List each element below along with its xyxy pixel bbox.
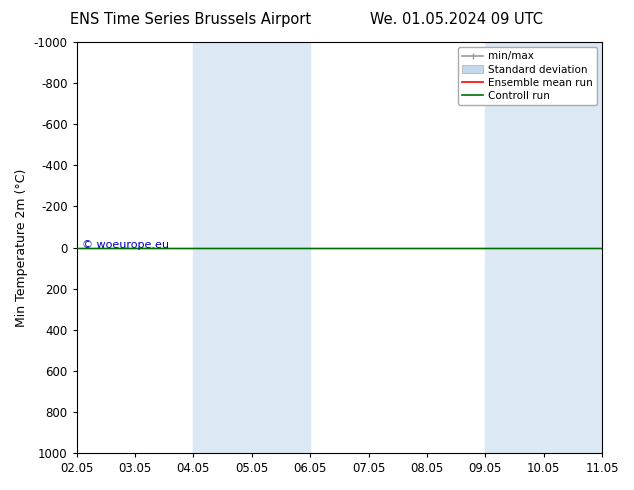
Bar bbox=[486, 42, 544, 453]
Text: ENS Time Series Brussels Airport: ENS Time Series Brussels Airport bbox=[70, 12, 311, 27]
Y-axis label: Min Temperature 2m (°C): Min Temperature 2m (°C) bbox=[15, 169, 28, 327]
Text: We. 01.05.2024 09 UTC: We. 01.05.2024 09 UTC bbox=[370, 12, 543, 27]
Bar bbox=[193, 42, 252, 453]
Bar bbox=[544, 42, 602, 453]
Legend: min/max, Standard deviation, Ensemble mean run, Controll run: min/max, Standard deviation, Ensemble me… bbox=[458, 47, 597, 105]
Text: © woeurope.eu: © woeurope.eu bbox=[82, 241, 169, 250]
Bar bbox=[252, 42, 310, 453]
